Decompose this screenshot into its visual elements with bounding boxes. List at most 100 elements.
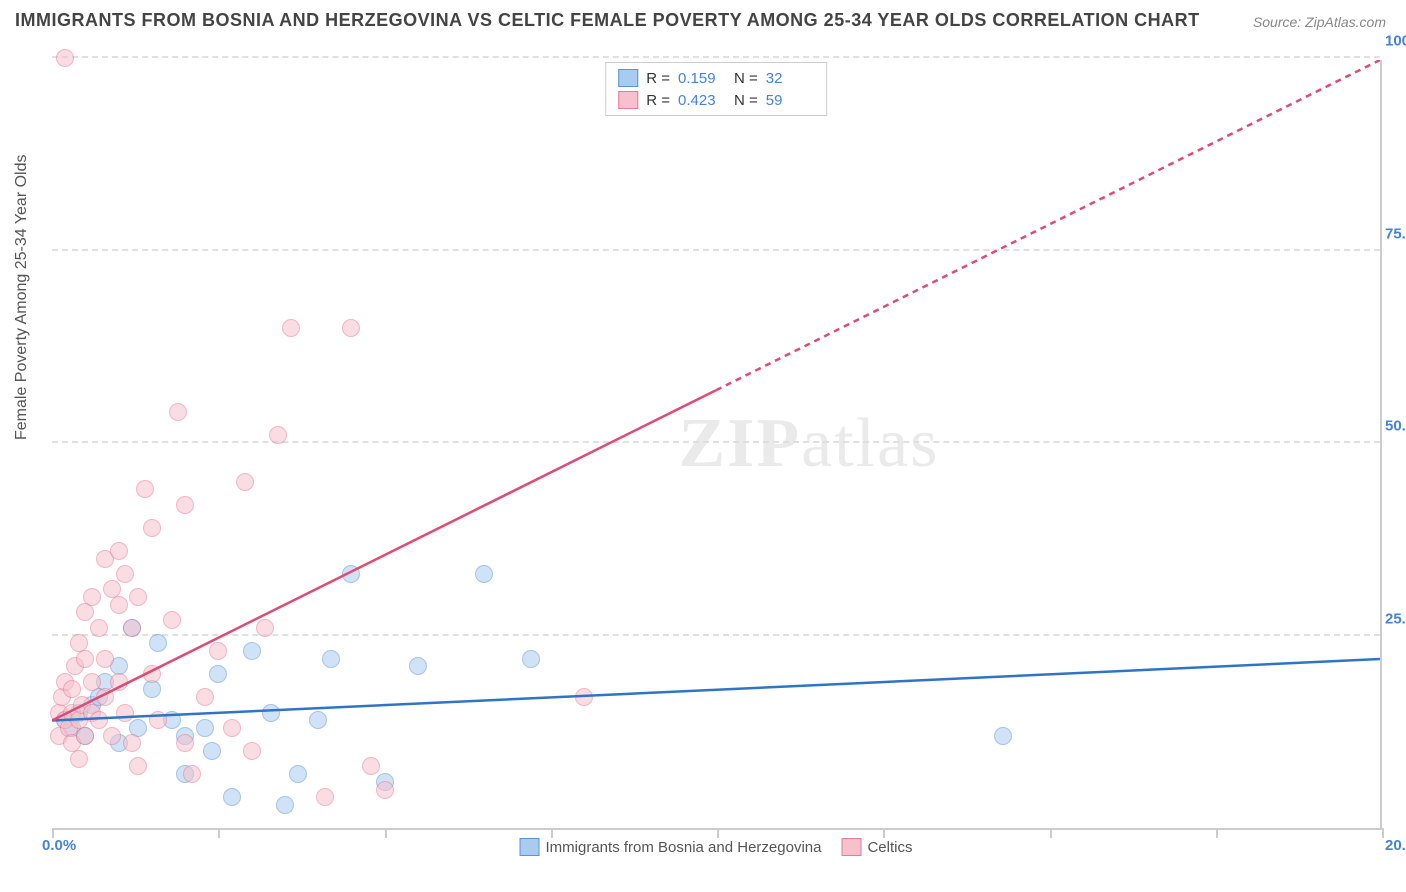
gridline [52,441,1380,443]
legend-n-value: 32 [766,70,814,87]
x-tick [551,828,553,838]
celtics-point [282,319,300,337]
celtics-point [163,611,181,629]
celtics-point [342,319,360,337]
celtics-point [575,688,593,706]
watermark: ZIPatlas [678,404,939,484]
legend-series-immigrants: Immigrants from Bosnia and Herzegovina [520,838,822,856]
legend-r-value: 0.159 [678,70,726,87]
celtics-point [236,473,254,491]
y-tick-label: 50.0% [1385,418,1406,435]
immigrants-point [223,788,241,806]
immigrants-point [243,642,261,660]
immigrants-point [475,565,493,583]
celtics-point [90,619,108,637]
chart-title: IMMIGRANTS FROM BOSNIA AND HERZEGOVINA V… [15,10,1200,31]
celtics-point [243,742,261,760]
celtics-point [116,704,134,722]
celtics-point [123,619,141,637]
y-axis-title: Female Poverty Among 25-34 Year Olds [13,155,31,441]
y-tick-label: 25.0% [1385,610,1406,627]
celtics-point [196,688,214,706]
x-tick [218,828,220,838]
immigrants-point [276,796,294,814]
legend-swatch [618,69,638,87]
legend-n-label: N = [734,92,758,109]
legend-series-label: Immigrants from Bosnia and Herzegovina [546,839,822,856]
immigrants-point [522,650,540,668]
immigrants-point [289,765,307,783]
immigrants-point [196,719,214,737]
legend-n-label: N = [734,70,758,87]
celtics-point [123,734,141,752]
celtics-point [110,673,128,691]
legend-series: Immigrants from Bosnia and Herzegovina Ce… [512,838,921,856]
legend-series-label: Celtics [867,839,912,856]
legend-swatch [618,91,638,109]
x-tick [1382,828,1384,838]
immigrants-point [143,680,161,698]
x-tick [1050,828,1052,838]
immigrants-point [209,665,227,683]
celtics-point [129,757,147,775]
immigrants-point [203,742,221,760]
x-axis-origin-label: 0.0% [42,837,76,854]
legend-row-immigrants: R = 0.159 N = 32 [618,67,814,89]
x-tick [52,828,54,838]
celtics-point [56,49,74,67]
y-tick-label: 100.0% [1385,33,1406,50]
watermark-bold: ZIP [678,405,801,482]
celtics-point [83,588,101,606]
x-tick [385,828,387,838]
celtics-point [376,781,394,799]
celtics-point [316,788,334,806]
y-tick-label: 75.0% [1385,225,1406,242]
celtics-point [183,765,201,783]
celtics-point [76,603,94,621]
celtics-point [103,727,121,745]
celtics-point [96,688,114,706]
legend-r-label: R = [646,92,670,109]
immigrants-point [342,565,360,583]
legend-swatch [520,838,540,856]
celtics-point [143,519,161,537]
celtics-point [362,757,380,775]
celtics-point [149,711,167,729]
legend-n-value: 59 [766,92,814,109]
x-tick [883,828,885,838]
celtics-point [110,542,128,560]
celtics-point [209,642,227,660]
celtics-point [70,750,88,768]
celtics-point [169,403,187,421]
immigrants-point [149,634,167,652]
celtics-point [116,565,134,583]
gridline [52,249,1380,251]
x-axis-end-label: 20.0% [1385,837,1406,854]
gridline [52,634,1380,636]
immigrants-point [409,657,427,675]
x-tick [1216,828,1218,838]
trend-lines [52,60,1380,828]
celtics-point [256,619,274,637]
gridline [52,56,1380,58]
celtics-point [110,596,128,614]
immigrants-point [994,727,1012,745]
celtics-point [83,673,101,691]
source-label: Source: ZipAtlas.com [1253,14,1386,30]
legend-swatch [841,838,861,856]
celtics-point [90,711,108,729]
watermark-rest: atlas [801,405,939,482]
celtics-point [136,480,154,498]
x-tick [717,828,719,838]
celtics-point [143,665,161,683]
celtics-point [96,650,114,668]
legend-r-label: R = [646,70,670,87]
celtics-point [176,496,194,514]
celtics-point [76,650,94,668]
celtics-point [76,727,94,745]
legend-correlation-box: R = 0.159 N = 32 R = 0.423 N = 59 [605,62,827,116]
legend-r-value: 0.423 [678,92,726,109]
trend-line [52,659,1380,720]
legend-series-celtics: Celtics [841,838,912,856]
legend-row-celtics: R = 0.423 N = 59 [618,89,814,111]
